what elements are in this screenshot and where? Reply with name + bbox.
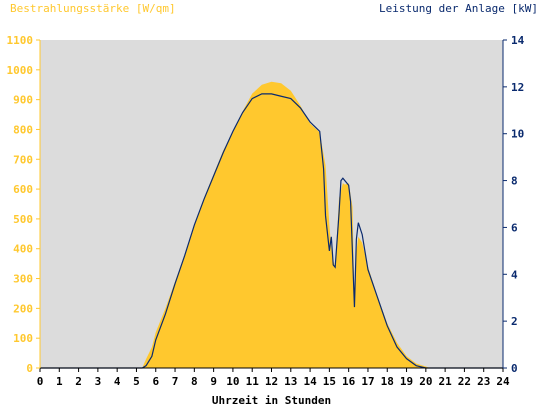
irradiance-area bbox=[142, 81, 430, 368]
power-line bbox=[40, 93, 503, 369]
x-tick-label: 4 bbox=[114, 375, 121, 388]
right-tick-label: 0 bbox=[511, 362, 518, 375]
x-tick-label: 20 bbox=[419, 375, 432, 388]
right-tick-label: 10 bbox=[511, 128, 524, 141]
x-tick-label: 14 bbox=[303, 375, 317, 388]
x-tick-label: 0 bbox=[37, 375, 44, 388]
left-tick-label: 0 bbox=[26, 362, 33, 375]
x-tick-label: 8 bbox=[191, 375, 198, 388]
x-tick-label: 10 bbox=[226, 375, 239, 388]
right-tick-label: 8 bbox=[511, 175, 518, 188]
left-tick-label: 700 bbox=[13, 153, 33, 166]
right-tick-label: 2 bbox=[511, 315, 518, 328]
x-tick-label: 16 bbox=[342, 375, 356, 388]
x-tick-label: 21 bbox=[439, 375, 453, 388]
left-tick-label: 1000 bbox=[7, 64, 34, 77]
left-tick-label: 900 bbox=[13, 94, 33, 107]
right-tick-label: 6 bbox=[511, 221, 518, 234]
left-tick-label: 500 bbox=[13, 213, 33, 226]
right-tick-label: 4 bbox=[511, 268, 518, 281]
x-tick-label: 13 bbox=[284, 375, 297, 388]
left-tick-label: 400 bbox=[13, 243, 33, 256]
right-tick-label: 14 bbox=[511, 34, 525, 47]
x-tick-label: 3 bbox=[95, 375, 102, 388]
x-tick-label: 1 bbox=[56, 375, 63, 388]
x-tick-label: 22 bbox=[458, 375, 471, 388]
x-tick-label: 17 bbox=[361, 375, 374, 388]
x-tick-label: 9 bbox=[210, 375, 217, 388]
x-tick-label: 18 bbox=[381, 375, 394, 388]
x-tick-label: 15 bbox=[323, 375, 336, 388]
x-tick-label: 24 bbox=[496, 375, 510, 388]
left-tick-label: 100 bbox=[13, 332, 33, 345]
x-tick-label: 12 bbox=[265, 375, 278, 388]
x-tick-label: 2 bbox=[75, 375, 82, 388]
x-tick-label: 7 bbox=[172, 375, 179, 388]
x-tick-label: 11 bbox=[246, 375, 260, 388]
left-axis-title: Bestrahlungsstärke [W/qm] bbox=[10, 2, 176, 15]
left-tick-label: 300 bbox=[13, 273, 33, 286]
x-tick-label: 5 bbox=[133, 375, 140, 388]
left-tick-label: 600 bbox=[13, 183, 33, 196]
right-tick-label: 12 bbox=[511, 81, 524, 94]
x-tick-label: 6 bbox=[152, 375, 159, 388]
right-axis-title: Leistung der Anlage [kW] bbox=[379, 2, 538, 15]
left-tick-label: 1100 bbox=[7, 34, 34, 47]
left-tick-label: 200 bbox=[13, 302, 33, 315]
x-tick-label: 19 bbox=[400, 375, 413, 388]
left-tick-label: 800 bbox=[13, 123, 33, 136]
axes: 0 1 2 3 4 5 6 7 8 9 10 11 12 13 14 15 16 17 18 19 20 21 22 23 24… bbox=[7, 34, 525, 388]
x-axis-title: Uhrzeit in Stunden bbox=[212, 394, 331, 407]
x-tick-label: 23 bbox=[477, 375, 490, 388]
